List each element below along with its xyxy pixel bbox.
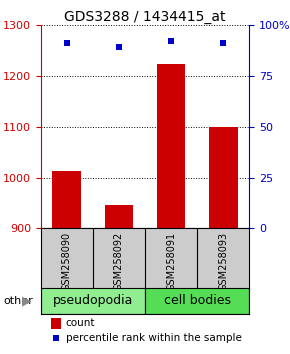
Text: pseudopodia: pseudopodia (52, 294, 133, 307)
Text: count: count (66, 318, 95, 328)
Point (54, 335, 59, 341)
Bar (41, 288, 145, 314)
Text: cell bodies: cell bodies (164, 294, 231, 307)
Point (169, 38, 173, 44)
Bar (209, 127, 238, 228)
Bar (145, 288, 249, 314)
Point (221, 40, 226, 46)
Point (117, 44, 121, 50)
Text: percentile rank within the sample: percentile rank within the sample (66, 333, 242, 343)
Text: ▶: ▶ (22, 294, 31, 307)
Bar (52, 171, 81, 228)
Point (64, 40, 69, 46)
Text: GSM258093: GSM258093 (218, 232, 228, 291)
Title: GDS3288 / 1434415_at: GDS3288 / 1434415_at (64, 10, 226, 24)
Text: other: other (3, 296, 33, 306)
Bar (51, 318, 61, 329)
Text: GSM258092: GSM258092 (114, 232, 124, 291)
Text: GSM258090: GSM258090 (62, 232, 72, 291)
Text: GSM258091: GSM258091 (166, 232, 176, 291)
Bar (157, 64, 186, 228)
Bar (104, 205, 133, 228)
